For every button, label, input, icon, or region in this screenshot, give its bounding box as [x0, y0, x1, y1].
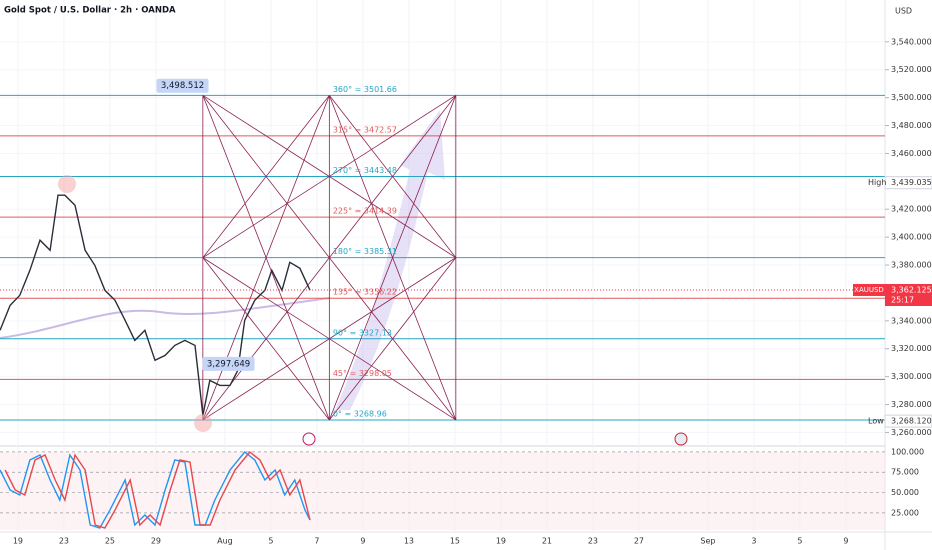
gann-level-label: 45° = 3298.05: [333, 369, 392, 378]
gann-box-line: [202, 94, 457, 258]
gann-box-line: [202, 257, 330, 421]
callout-label: 3,498.512: [161, 81, 204, 91]
y-tick-label: 3,520.000: [891, 65, 932, 74]
x-tick-label: Sep: [700, 537, 715, 546]
gann-level-label: 270° = 3443.48: [333, 166, 397, 175]
labels: 360° = 3501.66 315° = 3472.57 270° = 3443.…: [156, 78, 397, 418]
x-tick-label: 27: [634, 537, 644, 546]
y-tick-label: 25.000: [891, 508, 919, 517]
oscillator-line: [4, 451, 311, 529]
moving-average: [0, 297, 331, 339]
high-marker: [58, 175, 76, 193]
currency: USD: [895, 7, 912, 16]
oscillator: [0, 451, 885, 530]
high-text: High: [868, 178, 886, 187]
x-tick-label: 5: [797, 537, 802, 546]
x-tick-label: 7: [314, 537, 319, 546]
y-tick-label: 3,400.000: [891, 233, 932, 242]
y-tick-label: 3,280.000: [891, 400, 932, 409]
y-tick-label: 100.000: [891, 447, 924, 456]
gann-level-label: 90° = 3327.13: [333, 328, 392, 337]
price-line: [0, 194, 311, 416]
y-tick-label: 75.000: [891, 468, 919, 477]
gann-box-line: [328, 95, 457, 421]
gann-box-line: [202, 95, 330, 258]
x-tick-label: 19: [496, 537, 506, 546]
oscillator-line: [0, 451, 311, 529]
x-tick-label: 21: [542, 537, 552, 546]
last-price-tag: [885, 283, 932, 306]
gann-box-line: [329, 257, 457, 421]
x-tick-label: 3: [751, 537, 756, 546]
x-tick-label: 23: [59, 537, 69, 546]
x-tick-label: 9: [843, 537, 848, 546]
event-icon[interactable]: [302, 432, 316, 446]
y-tick-label: 3,420.000: [891, 205, 932, 214]
gann-box-line: [329, 95, 457, 258]
event-icon[interactable]: [674, 432, 688, 446]
last-price-label: 3,362.125: [891, 285, 932, 294]
gann-level-label: 180° = 3385.31: [333, 247, 397, 256]
y-tick-label: 3,380.000: [891, 261, 932, 270]
gann-level-label: 360° = 3501.66: [333, 85, 397, 94]
high-tag: [884, 176, 932, 190]
gann-box-line: [202, 257, 457, 421]
low-text: Low: [868, 417, 884, 426]
y-tick-label: 3,540.000: [891, 37, 932, 46]
gann-level-label: 315° = 3472.57: [333, 125, 397, 134]
x-tick-label: 19: [13, 537, 23, 546]
gann-level-label: 0° = 3268.96: [333, 409, 387, 418]
low-label: 3,268.120: [891, 417, 932, 426]
callout-box: [156, 78, 209, 93]
gann-level-label: 225° = 3414.39: [333, 207, 397, 216]
y-tick-label: 3,480.000: [891, 121, 932, 130]
y-tick-label: 50.000: [891, 488, 919, 497]
y-tick-label: 3,300.000: [891, 372, 932, 381]
symbol-label: XAUUSD: [854, 286, 884, 294]
y-tick-label: 3,320.000: [891, 344, 932, 353]
y-tick-label: 3,340.000: [891, 316, 932, 325]
symbol-tag: [853, 283, 885, 296]
callout-label: 3,297.649: [207, 359, 250, 369]
y-tick-label: 3,260.000: [891, 428, 932, 437]
gann-level-label: 135° = 3356.22: [333, 288, 397, 297]
callout-box: [202, 356, 255, 371]
x-tick-label: 29: [151, 537, 161, 546]
y-tick-label: 3,500.000: [891, 93, 932, 102]
high-label: 3,439.035: [891, 178, 932, 187]
x-tick-label: 13: [404, 537, 414, 546]
x-tick-label: 5: [268, 537, 273, 546]
x-tick-label: Aug: [217, 537, 233, 546]
gann-box: [202, 94, 457, 421]
chart-title: Gold Spot / U.S. Dollar · 2h · OANDA: [4, 6, 176, 16]
low-marker: [194, 414, 212, 432]
price-series: [0, 194, 311, 416]
countdown: 25:17: [891, 295, 914, 304]
low-tag: [884, 414, 932, 428]
y-tick-label: 3,460.000: [891, 149, 932, 158]
x-tick-label: 23: [588, 537, 598, 546]
grid: [17, 0, 847, 532]
x-tick-label: 9: [360, 537, 365, 546]
x-tick-label: 25: [105, 537, 115, 546]
x-tick-label: 15: [450, 537, 460, 546]
projection-arrow: [335, 110, 445, 410]
